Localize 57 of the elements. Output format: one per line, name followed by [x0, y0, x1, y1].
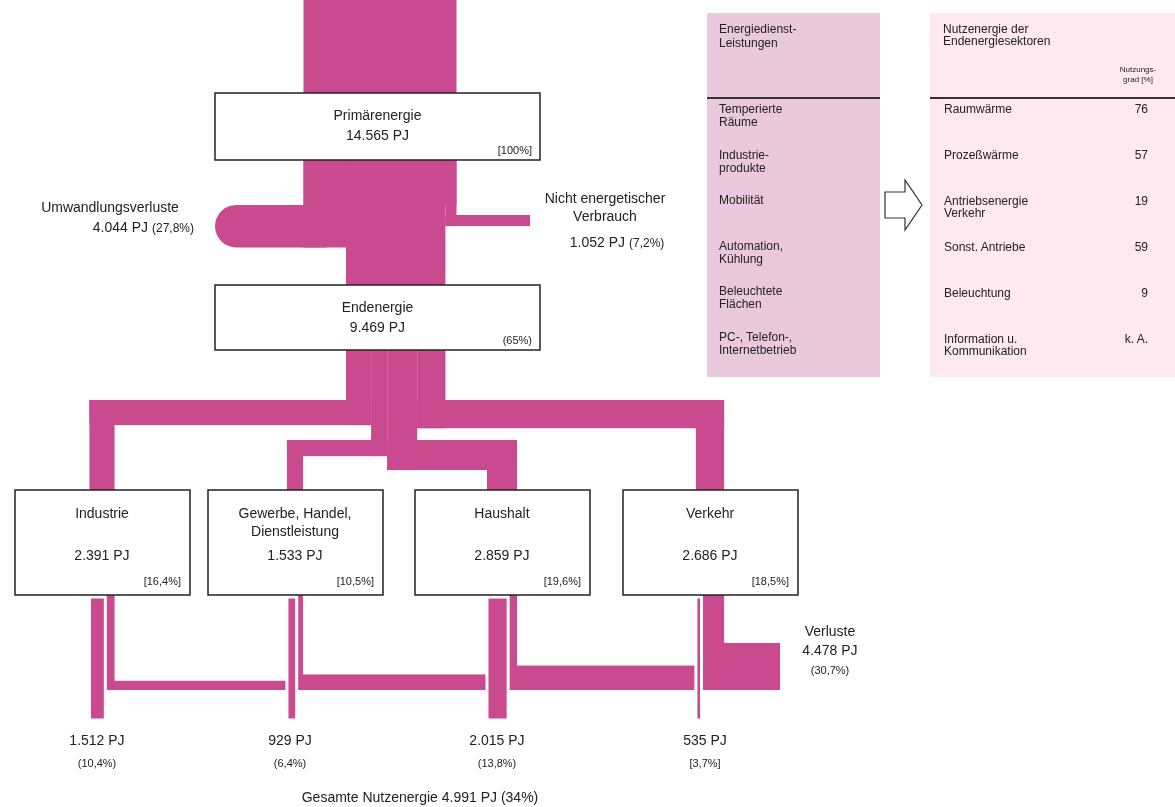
- text: [3,7%]: [689, 757, 721, 769]
- text: 57: [1134, 148, 1148, 162]
- text: Industrie- produkte: [719, 147, 770, 175]
- text: 59: [1134, 240, 1148, 254]
- category-label: Haushalt: [474, 505, 530, 521]
- category-label: Umwandlungsverluste: [41, 199, 180, 215]
- data-label: 1.052 PJ: [569, 234, 625, 250]
- category-label: Raumwärme: [944, 102, 1013, 116]
- category-label: Endenergie: [341, 299, 414, 315]
- text: (65%): [502, 334, 532, 346]
- text: k. A.: [1124, 332, 1148, 346]
- category-label: Information u. Kommunikation: [944, 332, 1027, 358]
- data-label: 2.391 PJ: [74, 547, 130, 563]
- category-label: Nicht energetischer Verbrauch: [544, 190, 666, 224]
- text: Beleuchtete Flächen: [719, 284, 783, 311]
- text: 19: [1134, 194, 1148, 208]
- data-label: 4.044 PJ: [92, 219, 148, 235]
- text: (10,4%): [77, 757, 117, 769]
- data-label: 1.512 PJ: [69, 732, 125, 748]
- data-label: 14.565 PJ: [345, 127, 410, 143]
- data-label: 2.686 PJ: [682, 547, 738, 563]
- text: Automation, Kühlung: [719, 238, 784, 266]
- category-label: Verluste: [804, 623, 856, 639]
- data-label: 929 PJ: [268, 732, 312, 748]
- text: Energiedienst- Leistungen: [719, 22, 797, 50]
- text: [18,5%]: [751, 575, 789, 587]
- text: (6,4%): [273, 757, 307, 769]
- data-label: 1.533 PJ: [267, 547, 323, 563]
- text: 76: [1134, 102, 1148, 116]
- text: Gesamte Nutzenergie 4.991 PJ (34%): [301, 789, 539, 805]
- text: Nutzenergie der Endenergiesektoren: [943, 22, 1051, 48]
- data-label: 9.469 PJ: [349, 319, 406, 335]
- category-label: Prozeßwärme: [944, 148, 1020, 162]
- category-label: Beleuchtung: [944, 286, 1011, 300]
- text: Temperierte Räume: [719, 102, 783, 129]
- category-label: Sonst. Antriebe: [944, 240, 1026, 254]
- text: 9: [1141, 286, 1148, 300]
- category-label: Gewerbe, Handel, Dienstleistung: [238, 505, 352, 539]
- text: Nutzungs- grad [%]: [1119, 65, 1157, 84]
- text: [10,5%]: [336, 575, 374, 587]
- text: [19,6%]: [543, 575, 581, 587]
- category-label: Antriebsenergie Verkehr: [944, 194, 1029, 220]
- text: (7,2%): [629, 236, 665, 250]
- text: (30,7%): [810, 664, 850, 676]
- text: [16,4%]: [143, 575, 181, 587]
- data-label: 2.859 PJ: [474, 547, 530, 563]
- category-label: Verkehr: [685, 505, 735, 521]
- data-label: 4.478 PJ: [802, 642, 858, 658]
- text: (27,8%): [152, 221, 195, 235]
- category-label: Primärenergie: [333, 107, 422, 123]
- text: (13,8%): [477, 757, 517, 769]
- data-label: 535 PJ: [683, 732, 727, 748]
- category-label: Industrie: [75, 505, 130, 521]
- text: PC-, Telefon-, Internetbetrieb: [719, 329, 797, 357]
- text: Mobilität: [719, 193, 765, 207]
- text: [100%]: [497, 144, 532, 156]
- data-label: 2.015 PJ: [469, 732, 525, 748]
